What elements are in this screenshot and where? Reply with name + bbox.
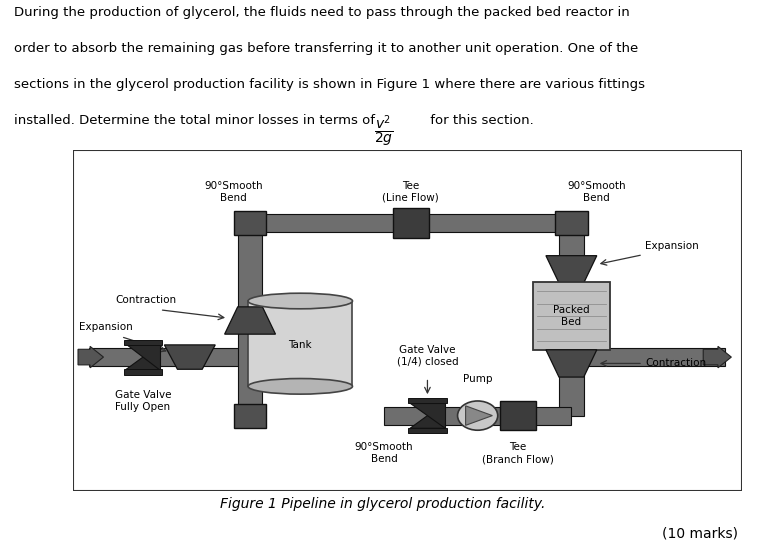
Text: Contraction: Contraction <box>116 295 177 305</box>
Polygon shape <box>466 406 493 425</box>
Text: Packed
Bed: Packed Bed <box>553 305 590 327</box>
Text: 90°Smooth
Bend: 90°Smooth Bend <box>568 181 626 203</box>
Bar <box>90 348 250 366</box>
Polygon shape <box>125 345 161 370</box>
Bar <box>408 428 447 433</box>
Text: Tee
(Branch Flow): Tee (Branch Flow) <box>482 442 554 464</box>
Bar <box>559 223 584 416</box>
Ellipse shape <box>248 379 353 394</box>
Polygon shape <box>410 403 444 428</box>
Bar <box>233 211 266 235</box>
Polygon shape <box>125 345 161 370</box>
Text: Tee
(Line Flow): Tee (Line Flow) <box>382 181 439 203</box>
Bar <box>384 407 571 425</box>
Ellipse shape <box>457 401 498 430</box>
Bar <box>238 223 262 416</box>
Text: Pump: Pump <box>463 374 493 384</box>
Bar <box>248 301 353 386</box>
Bar <box>392 208 428 238</box>
Text: Figure 1 Pipeline in glycerol production facility.: Figure 1 Pipeline in glycerol production… <box>220 497 545 511</box>
Text: (10 marks): (10 marks) <box>662 527 738 541</box>
Bar <box>532 282 610 350</box>
Bar <box>233 403 266 427</box>
Bar <box>408 398 447 403</box>
FancyArrow shape <box>78 346 103 368</box>
Text: order to absorb the remaining gas before transferring it to another unit operati: order to absorb the remaining gas before… <box>14 42 638 54</box>
Polygon shape <box>546 256 597 283</box>
Bar <box>555 211 588 235</box>
Polygon shape <box>410 403 444 428</box>
Text: installed. Determine the total minor losses in terms of: installed. Determine the total minor los… <box>14 114 379 127</box>
Text: Gate Valve
(1/4) closed: Gate Valve (1/4) closed <box>396 345 458 367</box>
Text: 90°Smooth
Bend: 90°Smooth Bend <box>204 181 262 203</box>
Bar <box>123 340 162 345</box>
Bar <box>500 401 536 430</box>
Text: $\dfrac{v^2}{2g}$: $\dfrac{v^2}{2g}$ <box>374 113 394 149</box>
Text: Expansion: Expansion <box>80 322 133 332</box>
Text: sections in the glycerol production facility is shown in Figure 1 where there ar: sections in the glycerol production faci… <box>14 78 645 90</box>
Text: Tank: Tank <box>288 340 312 350</box>
Text: for this section.: for this section. <box>425 114 533 127</box>
Polygon shape <box>546 350 597 377</box>
Text: 90°Smooth
Bend: 90°Smooth Bend <box>355 442 413 464</box>
Polygon shape <box>164 345 215 369</box>
FancyArrow shape <box>703 346 731 368</box>
Text: Gate Valve
Fully Open: Gate Valve Fully Open <box>115 390 171 412</box>
Bar <box>123 369 162 375</box>
Text: Expansion: Expansion <box>645 241 698 251</box>
Bar <box>250 214 571 232</box>
Polygon shape <box>225 307 275 334</box>
Ellipse shape <box>248 293 353 309</box>
Bar <box>571 348 725 366</box>
Text: Contraction: Contraction <box>645 359 706 369</box>
Text: During the production of glycerol, the fluids need to pass through the packed be: During the production of glycerol, the f… <box>14 6 630 18</box>
